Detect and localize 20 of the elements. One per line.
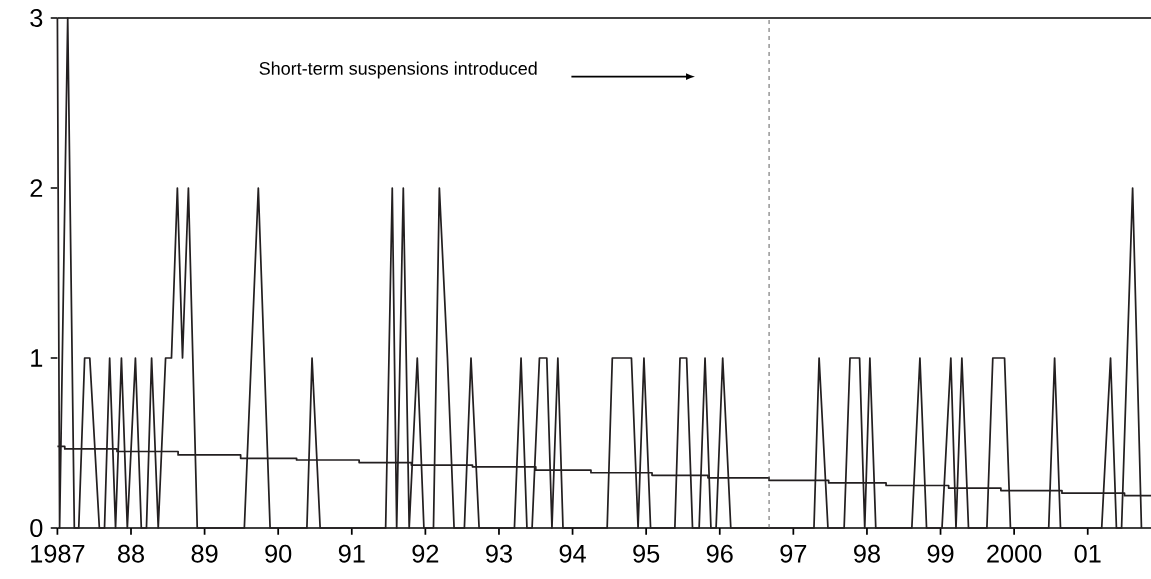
x-tick-label: 92 (412, 544, 439, 563)
y-tick-label: 0 (30, 519, 43, 537)
x-tick-label: 2000 (987, 544, 1042, 563)
x-tick-label: 95 (633, 544, 660, 563)
y-tick-label: 2 (30, 179, 43, 197)
x-tick-label: 99 (927, 544, 954, 563)
x-tick-label: 96 (706, 544, 733, 563)
y-tick-label: 1 (31, 349, 43, 367)
x-tick-label: 88 (118, 544, 144, 563)
x-tick-label: 1987 (31, 544, 85, 563)
x-tick-label: 01 (1074, 544, 1101, 563)
x-tick-label: 94 (559, 544, 586, 563)
x-tick-label: 90 (265, 544, 292, 563)
x-tick-label: 98 (854, 544, 880, 563)
y-tick-label: 3 (30, 9, 43, 27)
annotation: Short-term suspensions introduced (259, 61, 537, 79)
x-tick-label: 91 (338, 544, 365, 563)
x-tick-label: 97 (780, 544, 807, 563)
x-tick-label: 89 (191, 544, 218, 563)
x-tick-label: 93 (486, 544, 512, 563)
